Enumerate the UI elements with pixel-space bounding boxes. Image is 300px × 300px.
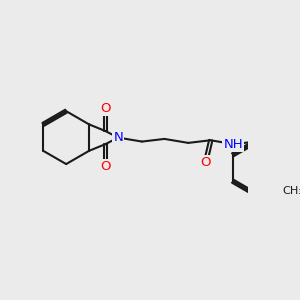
Text: N: N xyxy=(113,131,123,144)
Text: O: O xyxy=(100,160,110,173)
Text: CH₃: CH₃ xyxy=(283,186,300,196)
Text: O: O xyxy=(200,156,211,169)
Text: O: O xyxy=(100,102,110,115)
Text: NH: NH xyxy=(224,138,243,151)
